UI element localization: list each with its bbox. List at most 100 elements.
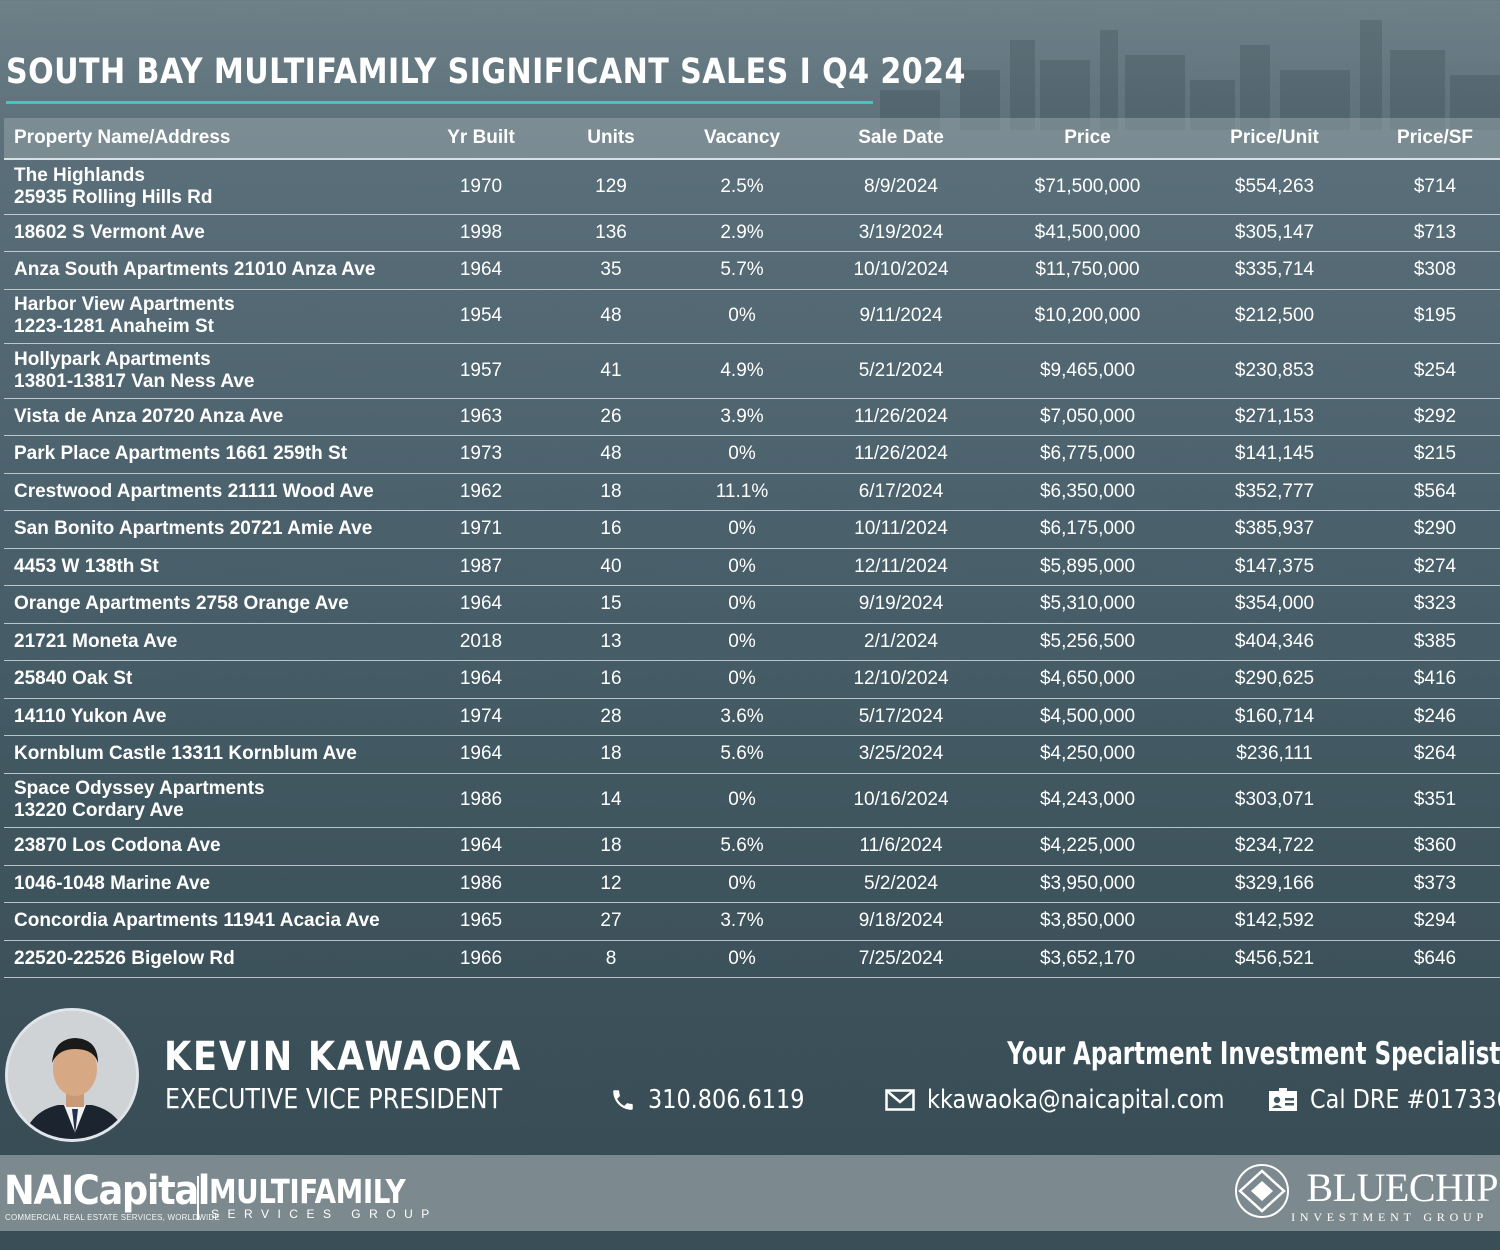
price-sf-cell: $274 (1413, 555, 1457, 577)
email-contact[interactable]: kkawaoka@naicapital.com (885, 1084, 1273, 1116)
vacancy-cell: 0% (728, 947, 756, 969)
yr-built-cell: 1964 (459, 668, 503, 690)
multifamily-logo: MULTIFAMILY (209, 1172, 406, 1211)
property-name-cell: Concordia Apartments 11941 Acacia Ave (4, 910, 418, 932)
table-row: The Highlands 25935 Rolling Hills Rd 1970 1… (4, 160, 1500, 215)
units-cell: 16 (600, 518, 622, 540)
col-price: Price (1064, 127, 1111, 148)
table-row: 23870 Los Codona Ave 1964 18 5.6% 11/6/2024 $… (4, 828, 1500, 866)
units-cell: 18 (600, 480, 622, 502)
sale-date-cell: 5/21/2024 (858, 359, 944, 381)
sale-date-cell: 11/26/2024 (854, 405, 948, 427)
units-cell: 35 (600, 259, 622, 281)
table-row: Crestwood Apartments 21111 Wood Ave 1962 1… (4, 474, 1500, 511)
price-cell: $9,465,000 (1039, 359, 1136, 381)
price-sf-cell: $713 (1413, 221, 1457, 243)
phone-contact[interactable]: 310.806.6119 (610, 1084, 830, 1116)
price-unit-cell: $234,722 (1234, 835, 1315, 857)
property-name: Orange Apartments 2758 Orange Ave (14, 593, 349, 615)
units-cell: 48 (600, 443, 622, 465)
price-unit-cell: $329,166 (1234, 872, 1315, 894)
property-name-cell: Kornblum Castle 13311 Kornblum Ave (4, 743, 418, 765)
property-name-cell: The Highlands 25935 Rolling Hills Rd (4, 165, 418, 209)
vacancy-cell: 5.6% (720, 743, 764, 765)
yr-built-cell: 1954 (459, 305, 503, 327)
units-cell: 14 (600, 789, 622, 811)
price-sf-cell: $564 (1413, 480, 1457, 502)
col-sale-date: Sale Date (858, 127, 944, 148)
price-unit-cell: $141,145 (1234, 443, 1315, 465)
sales-table: Property Name/Address Yr Built Units Vac… (4, 118, 1500, 978)
table-row: 21721 Moneta Ave 2018 13 0% 2/1/2024 $5,256,5… (4, 624, 1500, 661)
price-cell: $4,650,000 (1039, 668, 1136, 690)
units-cell: 27 (600, 910, 622, 932)
price-sf-cell: $646 (1413, 947, 1457, 969)
property-name: Space Odyssey Apartments (14, 778, 265, 800)
price-sf-cell: $264 (1413, 743, 1457, 765)
col-price-sf: Price/SF (1396, 127, 1474, 148)
units-cell: 12 (600, 872, 622, 894)
price-cell: $5,310,000 (1039, 593, 1136, 615)
vacancy-cell: 2.5% (720, 175, 764, 197)
vacancy-cell: 0% (728, 668, 756, 690)
property-name: 22520-22526 Bigelow Rd (14, 947, 235, 969)
price-cell: $10,200,000 (1034, 305, 1141, 327)
nai-capital-logo: NAICapital (4, 1168, 210, 1214)
property-name: 18602 S Vermont Ave (14, 221, 205, 243)
title-underline (6, 101, 873, 104)
units-cell: 13 (600, 630, 622, 652)
price-sf-cell: $360 (1413, 835, 1457, 857)
col-yr-built: Yr Built (447, 127, 515, 148)
sale-date-cell: 10/16/2024 (853, 789, 949, 811)
price-unit-cell: $160,714 (1234, 705, 1315, 727)
yr-built-cell: 1986 (459, 872, 503, 894)
price-sf-cell: $351 (1413, 789, 1457, 811)
property-name-cell: 23870 Los Codona Ave (4, 835, 418, 857)
units-cell: 15 (600, 593, 622, 615)
property-name: Kornblum Castle 13311 Kornblum Ave (14, 743, 357, 765)
price-cell: $7,050,000 (1039, 405, 1136, 427)
city-backdrop (880, 20, 1500, 130)
price-cell: $41,500,000 (1034, 221, 1141, 243)
property-name: San Bonito Apartments 20721 Amie Ave (14, 518, 373, 540)
phone-number: 310.806.6119 (648, 1085, 805, 1115)
property-name-cell: 1046-1048 Marine Ave (4, 873, 418, 895)
yr-built-cell: 1986 (459, 789, 503, 811)
units-cell: 18 (600, 835, 622, 857)
price-sf-cell: $254 (1413, 359, 1457, 381)
price-unit-cell: $236,111 (1236, 743, 1313, 765)
price-unit-cell: $385,937 (1234, 518, 1315, 540)
price-sf-cell: $195 (1413, 305, 1457, 327)
table-row: Space Odyssey Apartments 13220 Cordary Av… (4, 774, 1500, 828)
tagline: Your Apartment Investment Specialist (1006, 1036, 1500, 1072)
license-info: Cal DRE #01733613 (1268, 1084, 1500, 1116)
vacancy-cell: 0% (728, 630, 756, 652)
yr-built-cell: 1973 (459, 443, 503, 465)
units-cell: 28 (600, 705, 622, 727)
yr-built-cell: 1957 (459, 359, 503, 381)
col-vacancy: Vacancy (703, 127, 781, 148)
price-cell: $6,175,000 (1039, 518, 1136, 540)
yr-built-cell: 1964 (459, 259, 503, 281)
units-cell: 26 (600, 405, 622, 427)
price-unit-cell: $305,147 (1234, 221, 1315, 243)
table-row: Orange Apartments 2758 Orange Ave 1964 15 0… (4, 586, 1500, 624)
table-row: 25840 Oak St 1964 16 0% 12/10/2024 $4,650,000… (4, 661, 1500, 699)
yr-built-cell: 1998 (459, 221, 503, 243)
price-sf-cell: $714 (1413, 175, 1457, 197)
vacancy-cell: 4.9% (720, 359, 764, 381)
property-name-cell: 18602 S Vermont Ave (4, 222, 418, 244)
price-unit-cell: $404,346 (1234, 630, 1315, 652)
sale-date-cell: 5/17/2024 (858, 705, 944, 727)
vacancy-cell: 5.7% (720, 259, 764, 281)
price-cell: $6,775,000 (1039, 443, 1136, 465)
yr-built-cell: 1964 (459, 593, 503, 615)
yr-built-cell: 1987 (459, 555, 503, 577)
vacancy-cell: 0% (728, 593, 756, 615)
sale-date-cell: 5/2/2024 (864, 872, 938, 894)
property-name: Vista de Anza 20720 Anza Ave (14, 405, 284, 427)
bluechip-diamond-icon (1235, 1164, 1289, 1218)
price-unit-cell: $554,263 (1234, 175, 1315, 197)
table-row: 18602 S Vermont Ave 1998 136 2.9% 3/19/2024 $… (4, 215, 1500, 252)
price-sf-cell: $323 (1413, 593, 1457, 615)
